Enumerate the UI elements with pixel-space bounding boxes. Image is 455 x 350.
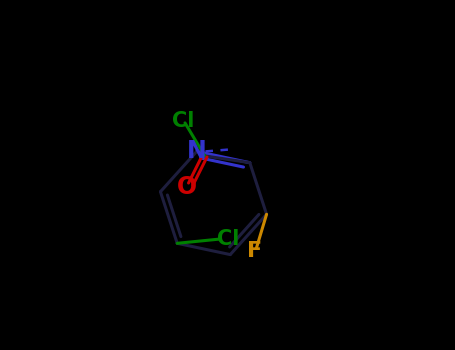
Text: Cl: Cl (217, 229, 239, 249)
Text: N: N (187, 139, 207, 163)
Text: O: O (177, 175, 197, 199)
Text: Cl: Cl (172, 111, 194, 131)
Text: F: F (247, 240, 263, 261)
